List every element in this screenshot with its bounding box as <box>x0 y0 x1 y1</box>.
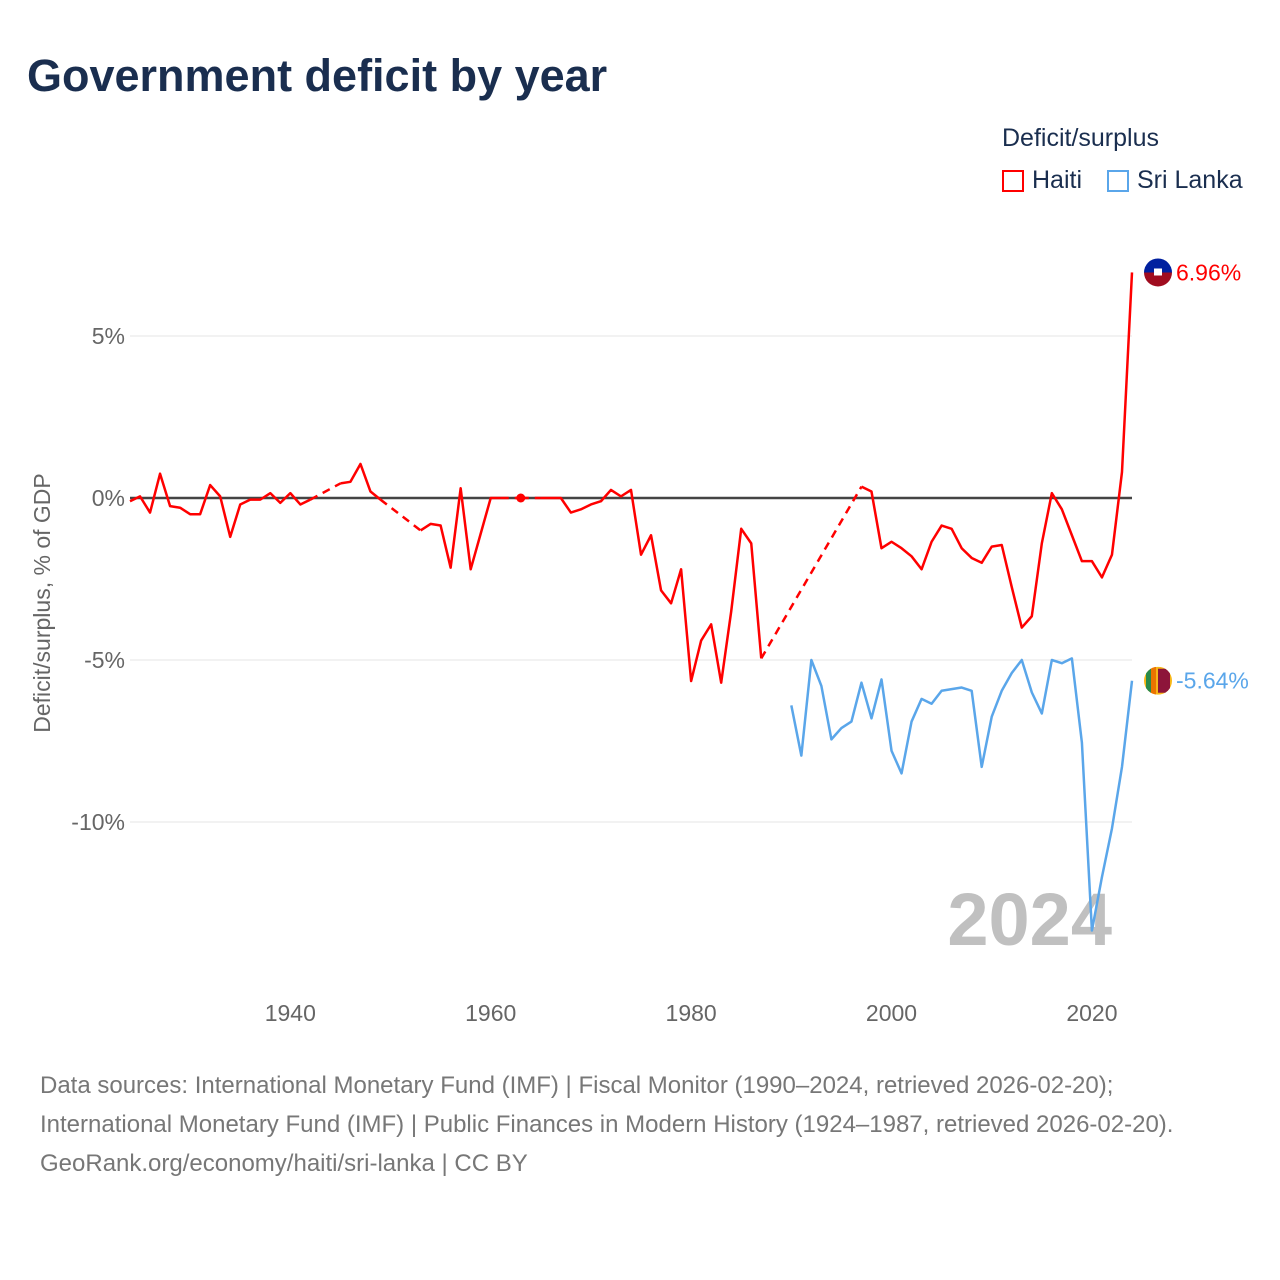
y-tick-label: 5% <box>92 323 125 349</box>
flag-icon-sri-lanka <box>1144 666 1172 695</box>
x-tick-label: 1940 <box>265 1000 316 1026</box>
legend-swatch-sri-lanka <box>1107 169 1129 192</box>
series-gap-haiti <box>309 482 342 501</box>
legend-label: Haiti <box>1032 166 1083 194</box>
year-watermark: 2024 <box>947 878 1112 961</box>
legend-label: Sri Lanka <box>1137 166 1243 194</box>
series-line-haiti <box>860 272 1134 629</box>
legend-item-sri-lanka[interactable]: Sri Lanka <box>1107 166 1243 195</box>
y-axis-label: Deficit/surplus, % of GDP <box>29 473 55 732</box>
chart-title: Government deficit by year <box>27 50 608 101</box>
credit-link[interactable]: GeoRank.org/economy/haiti/sri-lanka | CC… <box>40 1150 528 1177</box>
series-line-haiti <box>419 487 501 571</box>
flag-icon-haiti <box>1144 258 1172 287</box>
legend-swatch-haiti <box>1002 169 1024 192</box>
series-line-haiti <box>340 462 382 501</box>
series-gap-haiti <box>379 498 422 532</box>
data-sources: Data sources: International Monetary Fun… <box>40 1072 1174 1138</box>
footer: Data sources: International Monetary Fun… <box>40 1066 1240 1183</box>
x-tick-label: 1960 <box>465 1000 516 1026</box>
series-line-haiti <box>129 472 311 539</box>
end-value-label-haiti: 6.96% <box>1176 259 1241 285</box>
y-tick-label: -5% <box>84 647 125 673</box>
y-tick-label: -10% <box>71 809 125 835</box>
x-tick-label: 2020 <box>1066 1000 1117 1026</box>
series-gap-haiti <box>760 486 863 660</box>
end-value-label-sri-lanka: -5.64% <box>1176 668 1249 694</box>
series-line-haiti <box>540 488 763 684</box>
legend-item-haiti[interactable]: Haiti <box>1002 166 1082 195</box>
y-tick-label: 0% <box>92 485 125 511</box>
x-tick-label: 2000 <box>866 1000 917 1026</box>
series-line-sri-lanka <box>790 657 1134 932</box>
legend-title: Deficit/surplus <box>1002 124 1159 152</box>
x-tick-label: 1980 <box>666 1000 717 1026</box>
line-chart: 2024 5% 0% -5% -10% 1940 1960 1980 2000 2020 Defic… <box>29 258 1249 1026</box>
